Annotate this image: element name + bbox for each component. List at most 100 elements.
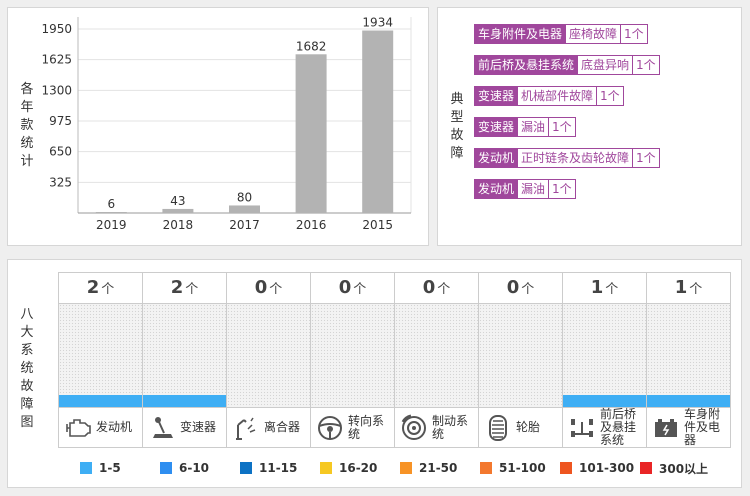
- fault-count: 1个: [549, 179, 576, 199]
- bar-value-label: 1682: [296, 39, 327, 53]
- system-name: 离合器: [264, 420, 301, 434]
- fault-count: 1个: [549, 117, 576, 137]
- system-name: 前后桥及悬挂系统: [600, 407, 637, 447]
- fault-item[interactable]: 变速器 机械部件故障 1个: [474, 86, 624, 106]
- x-category-label: 2019: [96, 218, 127, 232]
- x-category-label: 2017: [229, 218, 260, 232]
- fault-system-tag: 发动机: [474, 179, 519, 199]
- legend-swatch: [640, 462, 652, 474]
- legend-item: 16-20: [320, 460, 400, 476]
- legend-swatch: [240, 462, 252, 474]
- legend-item: 11-15: [240, 460, 320, 476]
- tire-icon: [489, 414, 507, 441]
- level-bar: [563, 395, 646, 407]
- gear-shift-icon: [153, 416, 173, 438]
- bar: [362, 30, 394, 214]
- y-tick-label: 975: [49, 114, 72, 128]
- brake-disc-icon: [401, 414, 426, 440]
- system-name: 变速器: [180, 420, 217, 434]
- clutch-icon: [236, 417, 256, 440]
- system-count: 2: [170, 277, 184, 298]
- legend-swatch: [560, 462, 572, 474]
- x-category-label: 2016: [296, 218, 327, 232]
- fault-system-tag: 变速器: [474, 117, 519, 137]
- suspension-icon: [571, 418, 593, 437]
- legend-swatch: [80, 462, 92, 474]
- x-category-label: 2018: [163, 218, 194, 232]
- yearly-stats-title: 各 年 款 统 计: [20, 82, 34, 169]
- yearly-stats-panel: 各 年 款 统 计 325 650 975 1300 1625 1950 6 2019 43 20…: [7, 7, 429, 246]
- fault-description: 正时链条及齿轮故障: [518, 148, 634, 168]
- count-unit: 个: [101, 282, 115, 297]
- system-name: 转向系统: [348, 413, 385, 441]
- typical-faults-title: 典 型 故 障: [450, 92, 464, 161]
- y-tick-label: 650: [49, 145, 72, 159]
- system-count: 2: [86, 277, 100, 298]
- bar: [95, 212, 127, 213]
- fault-system-tag: 车身附件及电器: [474, 24, 567, 44]
- typical-faults-panel: 典 型 故 障 车身附件及电器 座椅故障 1个 前后桥及悬挂系统 底盘异响 1个…: [437, 7, 742, 246]
- fault-count: 1个: [597, 86, 624, 106]
- fault-item[interactable]: 发动机 漏油 1个: [474, 179, 576, 199]
- fault-description: 机械部件故障: [518, 86, 598, 106]
- y-tick-label: 1950: [41, 22, 72, 36]
- count-unit: 个: [269, 282, 283, 297]
- system-count: 0: [422, 277, 436, 298]
- battery-icon: [655, 418, 677, 437]
- count-unit: 个: [353, 282, 367, 297]
- y-tick-label: 1625: [41, 53, 72, 67]
- system-count: 0: [338, 277, 352, 298]
- bar-value-label: 43: [170, 194, 185, 208]
- bar-value-label: 80: [237, 190, 252, 204]
- bar-value-label: 1934: [362, 16, 393, 30]
- bar: [162, 208, 194, 213]
- system-name: 发动机: [96, 420, 133, 434]
- count-unit: 个: [605, 282, 619, 297]
- legend-item: 6-10: [160, 460, 240, 476]
- fault-count: 1个: [621, 24, 648, 44]
- fault-system-tag: 前后桥及悬挂系统: [474, 55, 579, 75]
- fault-count: 1个: [633, 148, 660, 168]
- legend-item: 21-50: [400, 460, 480, 476]
- fault-description: 座椅故障: [566, 24, 622, 44]
- legend-item: 51-100: [480, 460, 560, 476]
- fault-item[interactable]: 发动机 正时链条及齿轮故障 1个: [474, 148, 660, 168]
- system-count: 0: [254, 277, 268, 298]
- fault-count: 1个: [633, 55, 660, 75]
- bar: [229, 205, 260, 213]
- legend-swatch: [160, 462, 172, 474]
- x-category-label: 2015: [362, 218, 393, 232]
- legend-item: 1-5: [80, 460, 160, 476]
- legend-item: 300以上: [640, 460, 720, 476]
- fault-system-tag: 变速器: [474, 86, 519, 106]
- fault-item[interactable]: 变速器 漏油 1个: [474, 117, 576, 137]
- fault-item[interactable]: 前后桥及悬挂系统 底盘异响 1个: [474, 55, 660, 75]
- legend-swatch: [400, 462, 412, 474]
- system-count: 1: [674, 277, 688, 298]
- legend-swatch: [320, 462, 332, 474]
- system-count: 0: [506, 277, 520, 298]
- bar: [295, 54, 327, 213]
- severity-legend: 1-5 6-10 11-15 16-20 21-50 51-100 101-30…: [80, 460, 720, 476]
- count-unit: 个: [185, 282, 199, 297]
- level-bar: [59, 395, 142, 407]
- level-bar: [143, 395, 226, 407]
- bar-value-label: 6: [107, 197, 115, 211]
- system-name: 轮胎: [516, 420, 541, 434]
- yearly-bar-chart: 325 650 975 1300 1625 1950 6 2019 43 2018 80 2017 16…: [41, 16, 412, 232]
- fault-item[interactable]: 车身附件及电器 座椅故障 1个: [474, 24, 648, 44]
- legend-item: 101-300: [560, 460, 640, 476]
- fault-description: 底盘异响: [578, 55, 634, 75]
- fault-description: 漏油: [518, 117, 550, 137]
- engine-icon: [66, 418, 91, 437]
